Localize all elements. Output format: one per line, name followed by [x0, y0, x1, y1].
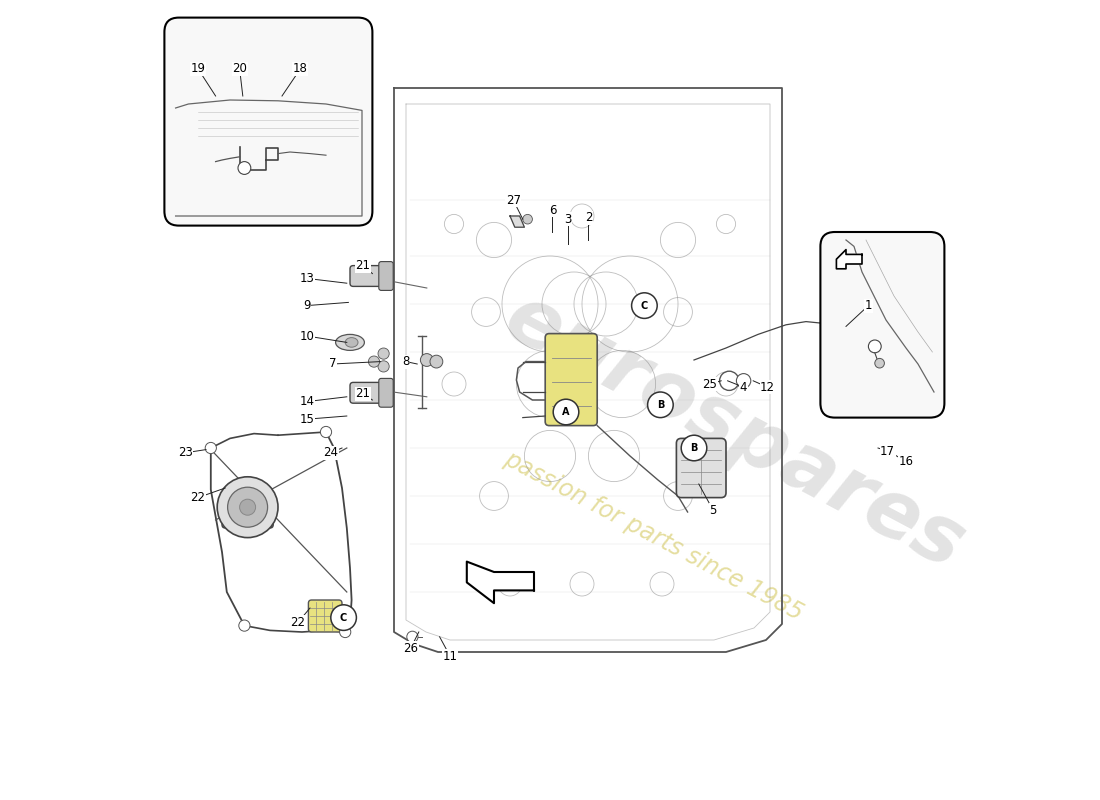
Text: 11: 11	[442, 650, 458, 662]
Text: 18: 18	[293, 62, 308, 75]
Text: 9: 9	[304, 299, 310, 312]
Text: B: B	[657, 400, 664, 410]
Polygon shape	[822, 317, 866, 346]
Text: 21: 21	[355, 387, 371, 400]
Text: 2: 2	[585, 211, 592, 224]
Circle shape	[430, 355, 443, 368]
Text: 12: 12	[760, 381, 775, 394]
Text: 27: 27	[506, 194, 520, 206]
Circle shape	[719, 371, 739, 390]
Text: 14: 14	[299, 395, 315, 408]
Text: 3: 3	[564, 213, 571, 226]
Text: 19: 19	[190, 62, 206, 75]
FancyBboxPatch shape	[222, 501, 273, 528]
Text: 22: 22	[190, 491, 206, 504]
Polygon shape	[836, 250, 862, 269]
Text: B: B	[691, 443, 697, 453]
Circle shape	[868, 340, 881, 353]
Polygon shape	[510, 216, 525, 227]
Circle shape	[681, 435, 707, 461]
Text: A: A	[562, 407, 570, 417]
Text: 13: 13	[299, 272, 315, 285]
Circle shape	[522, 214, 532, 224]
Circle shape	[228, 487, 267, 527]
Circle shape	[331, 605, 356, 630]
Circle shape	[852, 326, 868, 342]
Text: C: C	[641, 301, 648, 310]
FancyBboxPatch shape	[821, 232, 945, 418]
FancyBboxPatch shape	[378, 378, 393, 407]
Text: 16: 16	[899, 455, 913, 468]
Circle shape	[240, 499, 255, 515]
Text: 26: 26	[404, 642, 418, 654]
Text: 23: 23	[178, 446, 192, 459]
Circle shape	[239, 620, 250, 631]
Text: 4: 4	[740, 381, 747, 394]
Text: C: C	[340, 613, 348, 622]
Circle shape	[238, 162, 251, 174]
Ellipse shape	[336, 334, 364, 350]
Text: passion for parts since 1985: passion for parts since 1985	[500, 446, 807, 626]
FancyBboxPatch shape	[350, 382, 382, 403]
Text: 1: 1	[865, 299, 872, 312]
Circle shape	[217, 477, 278, 538]
Text: 8: 8	[403, 355, 409, 368]
Text: 10: 10	[299, 330, 315, 342]
Text: 5: 5	[710, 504, 717, 517]
Circle shape	[378, 361, 389, 372]
Circle shape	[407, 631, 418, 642]
Text: 7: 7	[329, 358, 337, 370]
Ellipse shape	[345, 338, 358, 347]
Text: 24: 24	[323, 446, 339, 459]
Circle shape	[368, 356, 379, 367]
Circle shape	[631, 293, 657, 318]
Polygon shape	[466, 562, 534, 603]
Text: 6: 6	[549, 204, 557, 217]
Text: 21: 21	[355, 259, 371, 272]
Circle shape	[874, 358, 884, 368]
Circle shape	[206, 442, 217, 454]
Text: 22: 22	[290, 616, 306, 629]
Circle shape	[378, 348, 389, 359]
Circle shape	[420, 354, 433, 366]
Text: 20: 20	[232, 62, 248, 75]
Circle shape	[553, 399, 579, 425]
Circle shape	[340, 626, 351, 638]
FancyBboxPatch shape	[676, 438, 726, 498]
FancyBboxPatch shape	[378, 262, 393, 290]
Circle shape	[648, 392, 673, 418]
Text: 17: 17	[880, 445, 895, 458]
FancyBboxPatch shape	[546, 334, 597, 426]
FancyBboxPatch shape	[164, 18, 373, 226]
FancyBboxPatch shape	[308, 600, 342, 632]
Circle shape	[736, 374, 751, 388]
Text: eurospares: eurospares	[491, 278, 977, 586]
Circle shape	[320, 426, 331, 438]
FancyBboxPatch shape	[350, 266, 382, 286]
Text: 25: 25	[703, 378, 717, 390]
Text: 15: 15	[299, 413, 315, 426]
